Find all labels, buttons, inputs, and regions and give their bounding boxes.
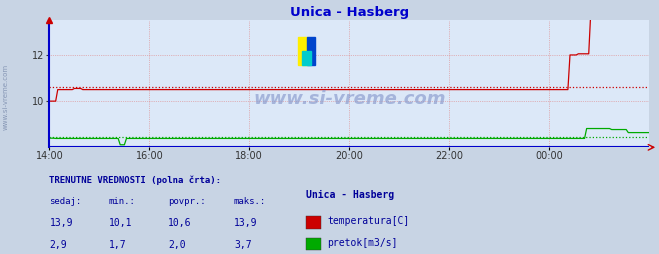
Bar <box>299 37 306 65</box>
Text: TRENUTNE VREDNOSTI (polna črta):: TRENUTNE VREDNOSTI (polna črta): <box>49 175 221 185</box>
Text: Unica - Hasberg: Unica - Hasberg <box>306 190 395 200</box>
Text: 10,6: 10,6 <box>168 218 192 228</box>
Text: 1,7: 1,7 <box>109 240 127 250</box>
Text: www.si-vreme.com: www.si-vreme.com <box>253 90 445 108</box>
Text: min.:: min.: <box>109 197 136 207</box>
Bar <box>302 51 311 65</box>
Text: sedaj:: sedaj: <box>49 197 82 207</box>
Text: temperatura[C]: temperatura[C] <box>328 216 410 226</box>
Text: www.si-vreme.com: www.si-vreme.com <box>2 64 9 130</box>
Bar <box>306 37 315 65</box>
Text: pretok[m3/s]: pretok[m3/s] <box>328 238 398 248</box>
Text: 13,9: 13,9 <box>234 218 258 228</box>
Text: 3,7: 3,7 <box>234 240 252 250</box>
Text: povpr.:: povpr.: <box>168 197 206 207</box>
Text: 10,1: 10,1 <box>109 218 132 228</box>
Text: 2,0: 2,0 <box>168 240 186 250</box>
Text: 2,9: 2,9 <box>49 240 67 250</box>
Title: Unica - Hasberg: Unica - Hasberg <box>290 6 409 19</box>
Text: maks.:: maks.: <box>234 197 266 207</box>
Text: 13,9: 13,9 <box>49 218 73 228</box>
